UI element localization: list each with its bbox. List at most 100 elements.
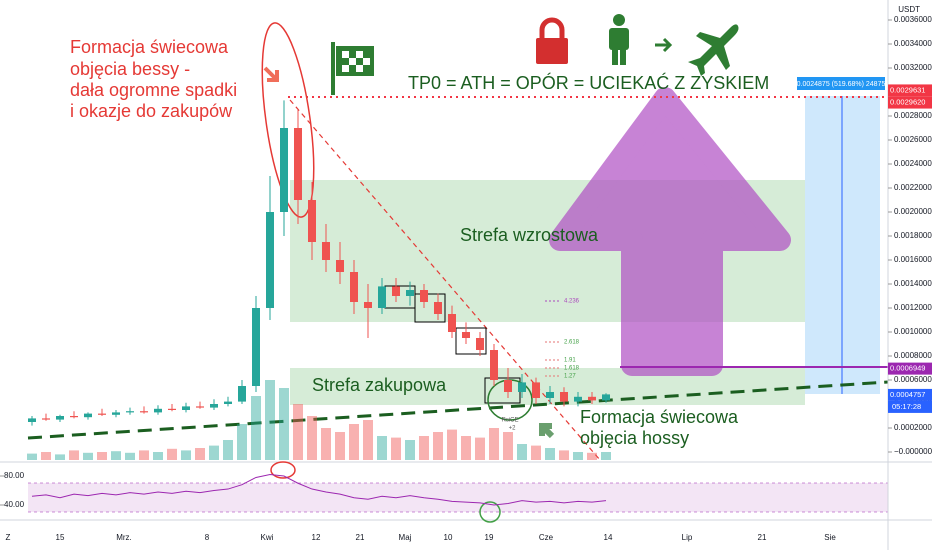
x-tick-label: 21 <box>356 533 365 542</box>
volume-bar <box>237 424 247 460</box>
candle-body <box>462 332 470 338</box>
y-tick-label: 0.0024000 <box>894 159 932 168</box>
candle-body <box>210 404 218 408</box>
fib-label: 4.236 <box>564 299 580 305</box>
y-tick-label: 0.0010000 <box>894 327 932 336</box>
note-line: dała ogromne spadki <box>70 80 237 100</box>
y-tick-label: 0.0002000 <box>894 423 932 432</box>
volume-bar <box>545 448 555 460</box>
down-arrow-icon <box>263 66 279 82</box>
volume-bar <box>475 437 485 460</box>
y-tick-label: 0.0034000 <box>894 39 932 48</box>
volume-bar <box>405 440 415 460</box>
candle-body <box>154 408 162 413</box>
volume-bar <box>97 452 107 460</box>
highlight-ellipse <box>261 22 315 218</box>
measure-tag <box>797 77 885 90</box>
volume-bar <box>517 444 527 460</box>
x-tick-label: 12 <box>312 533 321 542</box>
y-tick-label: 0.0022000 <box>894 183 932 192</box>
candle-body <box>140 411 148 413</box>
volume-bar <box>363 420 373 460</box>
candle-body <box>308 200 316 242</box>
candle-body <box>280 128 288 212</box>
y-tick-label: 0.0020000 <box>894 207 932 216</box>
fib-label: 1.618 <box>564 366 580 372</box>
y-tick-label: 0.0008000 <box>894 351 932 360</box>
volume-bar <box>153 452 163 460</box>
candle-body <box>392 286 400 296</box>
volume-bar <box>391 437 401 460</box>
candle-body <box>42 418 50 420</box>
volume-bar <box>349 424 359 460</box>
pattern-box <box>455 327 487 355</box>
fib-label: 1.91 <box>564 358 576 364</box>
candle-body <box>252 308 260 386</box>
countdown-label: 05:17:28 <box>892 402 921 411</box>
candle-body <box>266 212 274 308</box>
volume-bar <box>251 396 261 460</box>
bullish-note: Formacja świecowa <box>580 407 739 427</box>
fib-label: 1.27 <box>564 374 576 380</box>
zone-label: Strefa zakupowa <box>312 375 447 395</box>
candle-body <box>224 401 232 404</box>
x-tick-label: Kwi <box>261 533 274 542</box>
rsi-highlight <box>270 461 296 479</box>
candle-body <box>196 406 204 408</box>
candle-body <box>560 392 568 402</box>
y-tick-label: 0.0026000 <box>894 135 932 144</box>
price-tag-label: 0.0029631 <box>890 85 925 94</box>
candle-body <box>504 380 512 392</box>
volume-bar <box>489 428 499 460</box>
volume-bar <box>279 388 289 460</box>
volume-bar <box>503 432 513 460</box>
volume-bar <box>293 404 303 460</box>
note-line: objęcia bessy - <box>70 59 190 79</box>
candle-body <box>546 392 554 398</box>
volume-bar <box>55 454 65 460</box>
candle-body <box>602 394 610 401</box>
price-tag-label: 0.0006949 <box>890 364 925 373</box>
volume-bar <box>433 432 443 460</box>
candle-body <box>420 290 428 302</box>
price-tag <box>888 84 932 97</box>
candle-body <box>336 260 344 272</box>
y-tick-label: −0.0000000 <box>894 447 932 456</box>
candle-body <box>168 408 176 410</box>
y-tick-label: 0.0006000 <box>894 375 932 384</box>
buy-zone <box>290 368 805 405</box>
candle-body <box>56 416 64 420</box>
volume-bar <box>181 450 191 460</box>
x-tick-label: 21 <box>758 533 767 542</box>
volume-bar <box>69 450 79 460</box>
x-tick-label: Maj <box>399 533 412 542</box>
y-tick-label: 0.0018000 <box>894 231 932 240</box>
x-tick-label: 19 <box>485 533 494 542</box>
candle-body <box>112 412 120 415</box>
candle-body <box>126 411 134 413</box>
volume-bar <box>125 452 135 460</box>
candle-body <box>490 350 498 380</box>
candle-body <box>84 413 92 418</box>
volume-bar <box>559 450 569 460</box>
candle-body <box>434 302 442 314</box>
price-tag <box>888 388 932 401</box>
candle-body <box>70 416 78 418</box>
note-line: Formacja świecowa <box>70 37 229 57</box>
zone-label: Strefa wzrostowa <box>460 225 599 245</box>
countdown-tag <box>888 400 932 413</box>
down-trendline <box>289 99 601 461</box>
support-trendline <box>27 380 889 440</box>
volume-bar <box>83 452 93 460</box>
x-tick-label: Z <box>6 533 11 542</box>
arrow-icon <box>655 37 673 53</box>
x-tick-label: Sie <box>824 533 836 542</box>
rsi-line <box>31 474 607 506</box>
volume-bar <box>321 428 331 460</box>
price-tag-label: 0.0029620 <box>890 98 925 107</box>
volume-bar <box>377 436 387 460</box>
y-tick-label: 0.0036000 <box>894 15 932 24</box>
y-tick-label: 0.0032000 <box>894 63 932 72</box>
rsi-tick-label: 40.00 <box>4 500 25 509</box>
